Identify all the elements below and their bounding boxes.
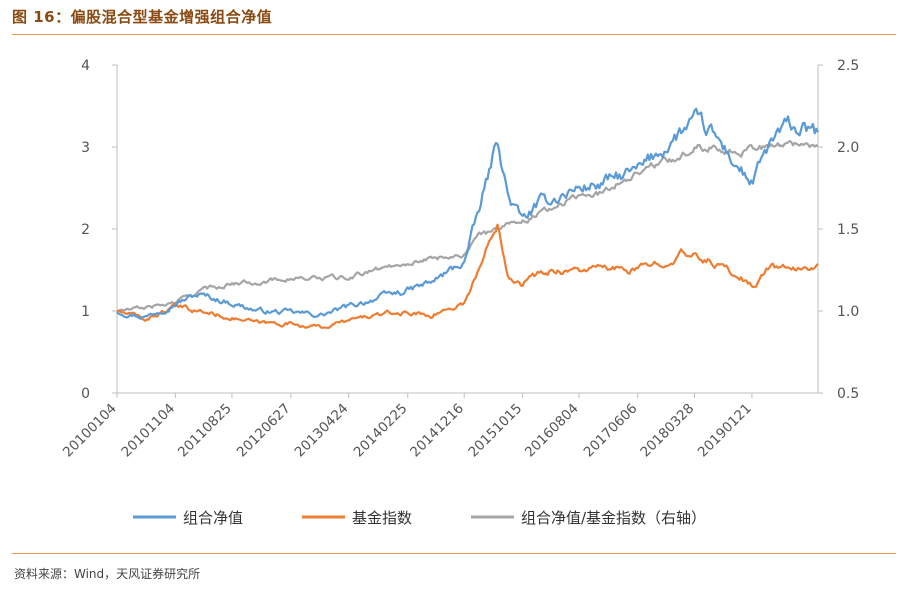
y-left-tick-label: 3 bbox=[81, 140, 90, 156]
x-tick-label: 20101104 bbox=[118, 401, 178, 461]
x-tick-label: 20120627 bbox=[234, 401, 294, 461]
y-right-tick-label: 2.5 bbox=[837, 58, 859, 74]
legend: 组合净值 基金指数 组合净值/基金指数（右轴） bbox=[133, 509, 706, 527]
x-tick-label: 20190121 bbox=[695, 401, 755, 461]
series-line-2 bbox=[116, 139, 819, 313]
x-tick-label: 20160804 bbox=[522, 401, 582, 461]
series-line-0 bbox=[116, 107, 819, 320]
x-tick-label: 20100104 bbox=[60, 401, 120, 461]
y-right-tick-label: 1.0 bbox=[837, 304, 859, 320]
y-right-tick-label: 1.5 bbox=[837, 222, 859, 238]
x-tick-label: 20130424 bbox=[292, 401, 352, 461]
series-layer bbox=[116, 107, 819, 329]
title-divider bbox=[12, 34, 896, 35]
x-tick-label: 20110825 bbox=[175, 401, 235, 461]
figure-title: 图 16：偏股混合型基金增强组合净值 bbox=[12, 8, 273, 26]
x-tick-label: 20170606 bbox=[581, 401, 641, 461]
legend-label: 组合净值/基金指数（右轴） bbox=[521, 509, 706, 527]
x-tick-label: 20141216 bbox=[407, 401, 467, 461]
y-right-tick-label: 2.0 bbox=[837, 140, 859, 156]
series-line-1 bbox=[116, 223, 819, 329]
y-left-tick-label: 0 bbox=[81, 386, 90, 402]
x-tick-label: 20140225 bbox=[351, 401, 411, 461]
y-left-tick-label: 4 bbox=[81, 58, 90, 74]
chart-axes bbox=[116, 65, 819, 394]
legend-label: 基金指数 bbox=[352, 509, 412, 527]
legend-label: 组合净值 bbox=[183, 509, 243, 527]
y-right-tick-label: 0.5 bbox=[837, 386, 859, 402]
source-note: 资料来源：Wind，天风证券研究所 bbox=[14, 567, 201, 581]
right-axis-ticks: 0.5 1.0 1.5 2.0 2.5 bbox=[818, 58, 859, 402]
y-left-tick-label: 1 bbox=[81, 304, 90, 320]
x-tick-label: 20180328 bbox=[637, 401, 697, 461]
y-left-tick-label: 2 bbox=[81, 222, 90, 238]
x-tick-label: 20151015 bbox=[465, 401, 525, 461]
left-axis-ticks: 0 1 2 3 4 bbox=[81, 58, 117, 402]
source-divider bbox=[12, 553, 896, 554]
